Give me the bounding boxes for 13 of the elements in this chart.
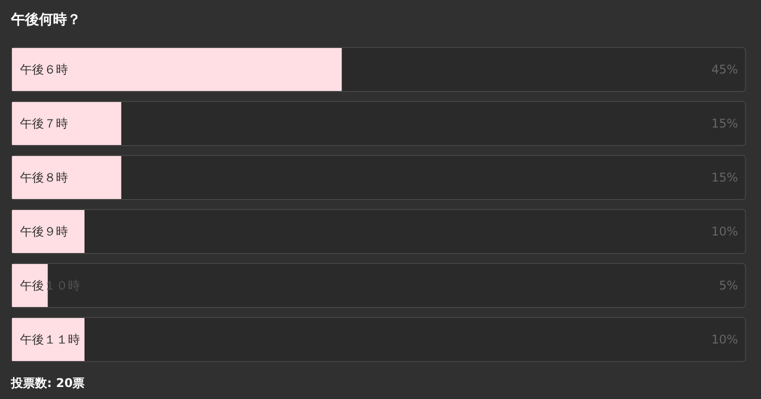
y-tick-label: 午後９時 xyxy=(20,224,68,238)
chart-title: 午後何時？ xyxy=(10,12,81,28)
data-label: 10% xyxy=(711,224,738,238)
y-tick-label: 午後６時 xyxy=(20,62,68,76)
data-label: 15% xyxy=(711,116,738,130)
data-label: 10% xyxy=(711,332,738,346)
data-label: 5% xyxy=(718,278,738,292)
y-tick-label: 午後８時 xyxy=(20,170,68,184)
y-tick-label: 午後１１時 xyxy=(20,332,80,346)
data-label: 45% xyxy=(711,62,738,76)
y-tick-label: 午後７時 xyxy=(20,116,68,130)
text: 投票数: 20票 xyxy=(10,376,85,390)
data-label: 15% xyxy=(711,170,738,184)
